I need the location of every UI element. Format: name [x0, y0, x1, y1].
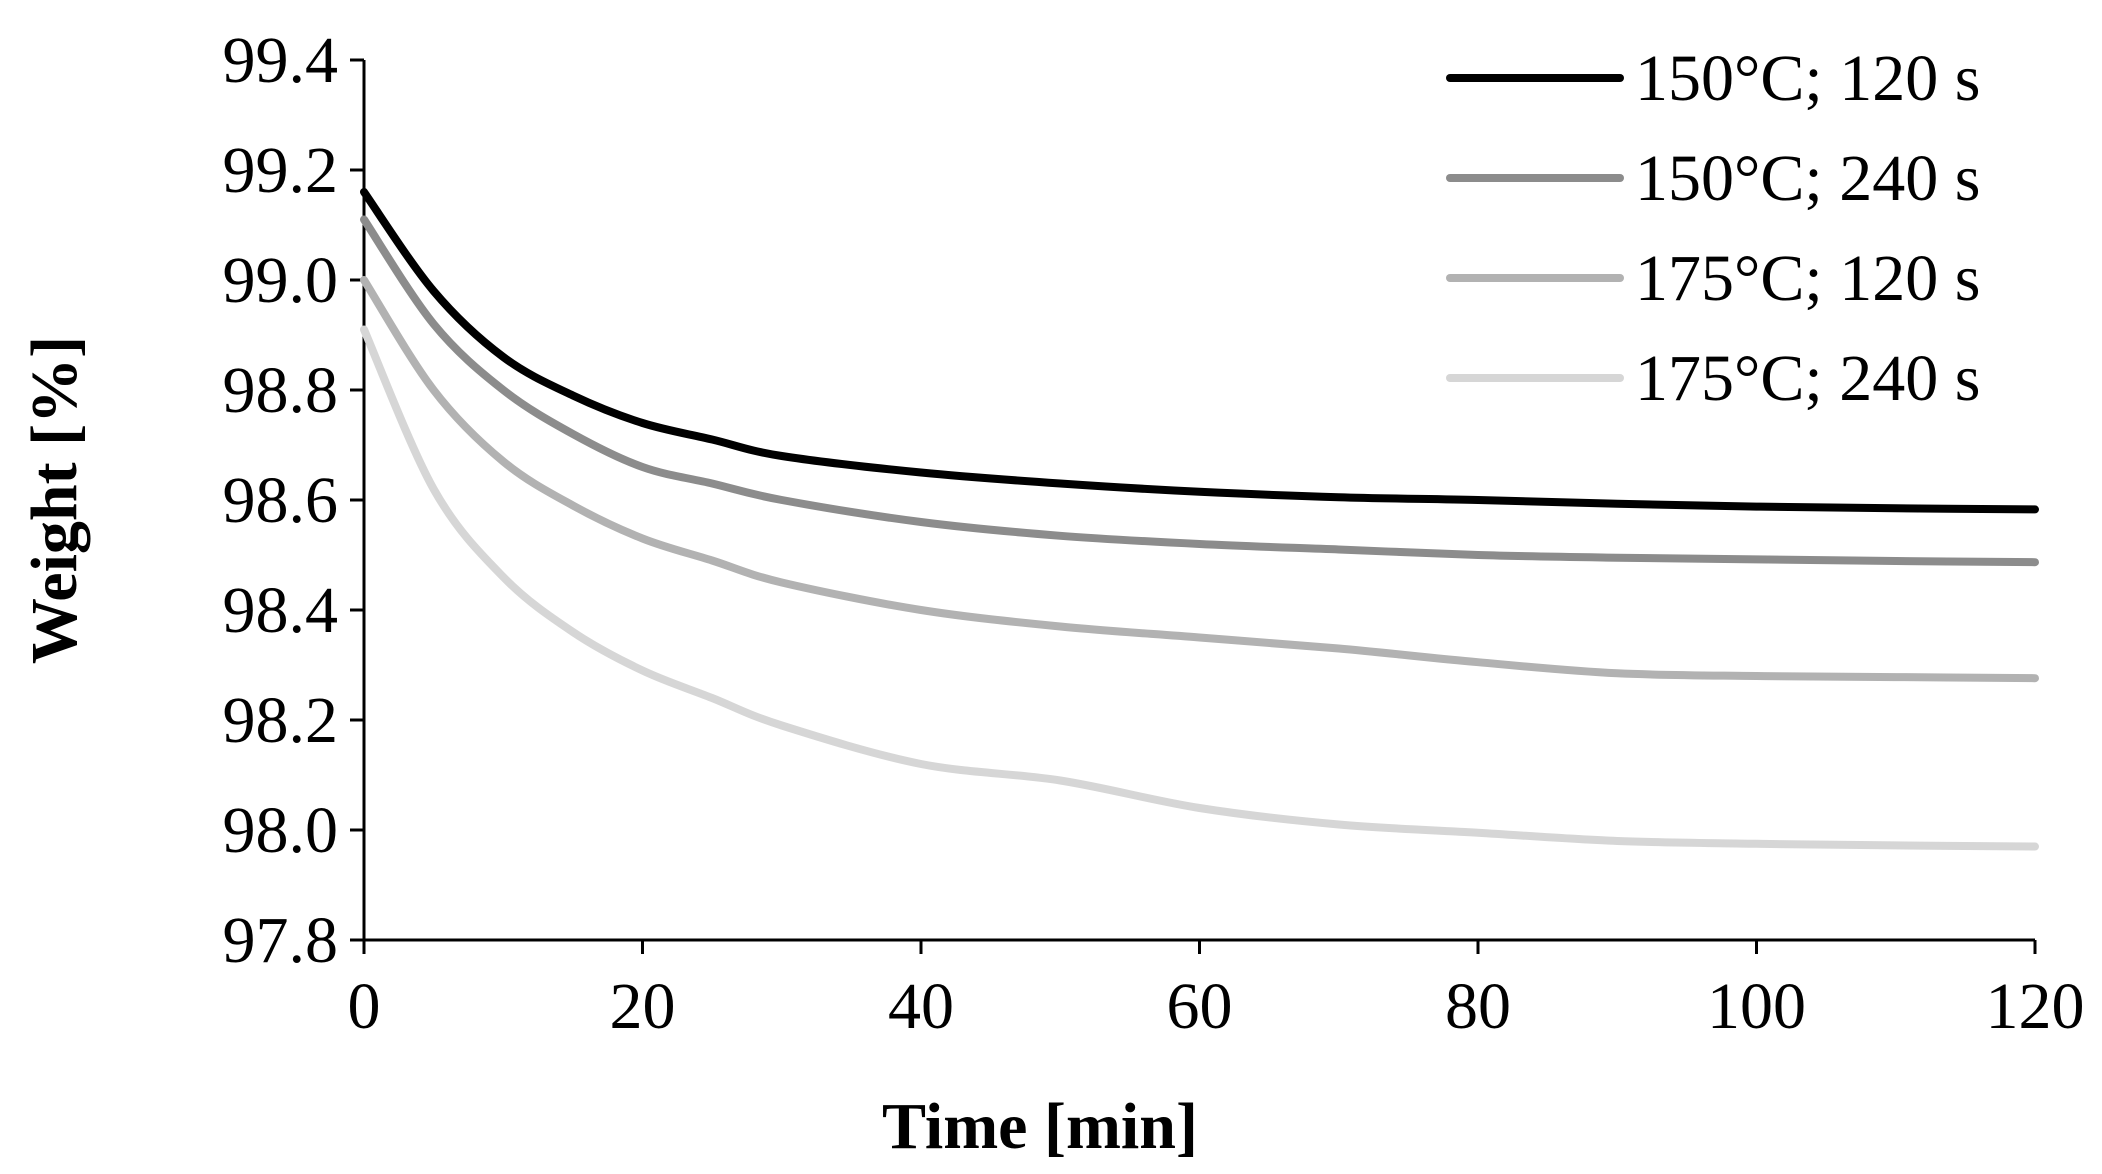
- y-tick-label: 98.4: [223, 574, 339, 647]
- series-line-3: [360, 276, 2039, 683]
- x-tick-label: 100: [1707, 970, 1806, 1043]
- y-tick-label: 99.0: [223, 244, 339, 317]
- y-axis-title: Weight [%]: [18, 336, 91, 664]
- y-tick-label: 99.2: [223, 134, 339, 207]
- y-tick-label: 98.0: [223, 794, 339, 867]
- x-tick-label: 80: [1445, 970, 1511, 1043]
- legend: 150°C; 120 s 150°C; 240 s 175°C; 120 s 175°…: [1446, 42, 1980, 415]
- x-ticks: 0 20 40 60 80 100 120: [348, 940, 2085, 1043]
- x-tick-label: 60: [1167, 970, 1233, 1043]
- x-axis-title: Time [min]: [882, 1090, 1198, 1163]
- y-tick-label: 98.8: [223, 354, 339, 427]
- y-tick-label: 99.4: [223, 24, 339, 97]
- legend-label-3: 175°C; 120 s: [1635, 242, 1980, 315]
- series-lines: [360, 188, 2039, 851]
- y-ticks: 97.8 98.0 98.2 98.4 98.6 98.8 99.0 99.2 99.4: [223, 24, 364, 977]
- x-tick-label: 40: [888, 970, 954, 1043]
- y-tick-label: 98.2: [223, 684, 339, 757]
- y-tick-label: 98.6: [223, 464, 339, 537]
- series-line-2: [360, 215, 2039, 567]
- x-tick-label: 0: [348, 970, 381, 1043]
- legend-label-2: 150°C; 240 s: [1635, 142, 1980, 215]
- series-line-4: [360, 325, 2039, 851]
- x-tick-label: 20: [610, 970, 676, 1043]
- y-tick-label: 97.8: [223, 904, 339, 977]
- x-tick-label: 120: [1986, 970, 2085, 1043]
- legend-label-4: 175°C; 240 s: [1635, 342, 1980, 415]
- series-line-1: [360, 188, 2039, 514]
- legend-label-1: 150°C; 120 s: [1635, 42, 1980, 115]
